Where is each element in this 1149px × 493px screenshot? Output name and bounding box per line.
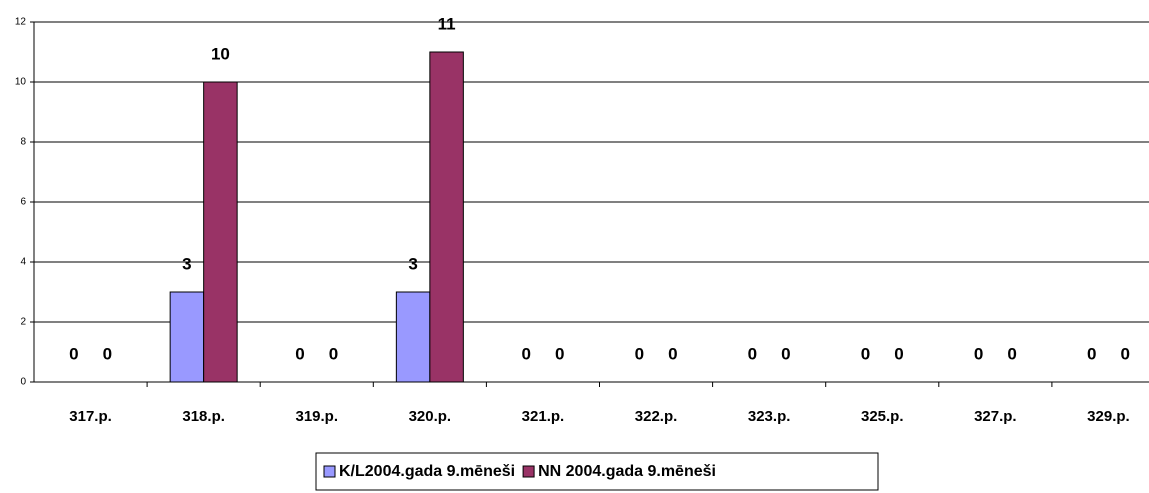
data-label: 0 — [1087, 344, 1096, 363]
legend-box — [315, 452, 879, 491]
bar — [429, 51, 464, 383]
y-tick-label: 12 — [15, 17, 27, 28]
data-label: 0 — [103, 344, 112, 363]
data-label: 0 — [861, 344, 870, 363]
x-tick-label: 321.p. — [522, 408, 565, 425]
x-tick-label: 317.p. — [69, 408, 112, 425]
x-tick-label: 323.p. — [748, 408, 791, 425]
data-label: 0 — [521, 344, 530, 363]
y-tick-label: 10 — [15, 77, 27, 88]
bar — [203, 81, 238, 383]
legend-swatch — [323, 465, 336, 478]
y-tick-label: 6 — [20, 197, 26, 208]
x-tick-label: 329.p. — [1087, 408, 1130, 425]
data-label: 0 — [295, 344, 304, 363]
bar — [169, 291, 205, 383]
legend-label: K/L2004.gada 9.mēneši — [339, 463, 515, 480]
y-tick-label: 4 — [20, 257, 26, 268]
x-tick-label: 325.p. — [861, 408, 904, 425]
data-label: 0 — [555, 344, 564, 363]
bar — [395, 291, 431, 383]
data-label: 0 — [1007, 344, 1016, 363]
data-label: 11 — [438, 14, 456, 33]
y-tick-label: 8 — [20, 137, 26, 148]
data-label: 3 — [408, 254, 417, 273]
data-label: 0 — [69, 344, 78, 363]
legend-label: NN 2004.gada 9.mēneši — [538, 463, 716, 480]
x-tick-label: 327.p. — [974, 408, 1017, 425]
x-tick-label: 320.p. — [409, 408, 452, 425]
data-label: 0 — [974, 344, 983, 363]
data-label: 0 — [329, 344, 338, 363]
y-tick-label: 0 — [20, 377, 26, 388]
x-tick-label: 318.p. — [182, 408, 225, 425]
data-label: 0 — [668, 344, 677, 363]
y-tick-label: 2 — [20, 317, 26, 328]
data-label: 0 — [781, 344, 790, 363]
data-label: 3 — [182, 254, 191, 273]
x-tick-label: 322.p. — [635, 408, 678, 425]
data-label: 0 — [1120, 344, 1129, 363]
legend-swatch — [522, 465, 535, 478]
data-label: 0 — [748, 344, 757, 363]
x-tick-label: 319.p. — [295, 408, 338, 425]
data-label: 0 — [635, 344, 644, 363]
data-label: 10 — [211, 44, 230, 63]
data-label: 0 — [894, 344, 903, 363]
